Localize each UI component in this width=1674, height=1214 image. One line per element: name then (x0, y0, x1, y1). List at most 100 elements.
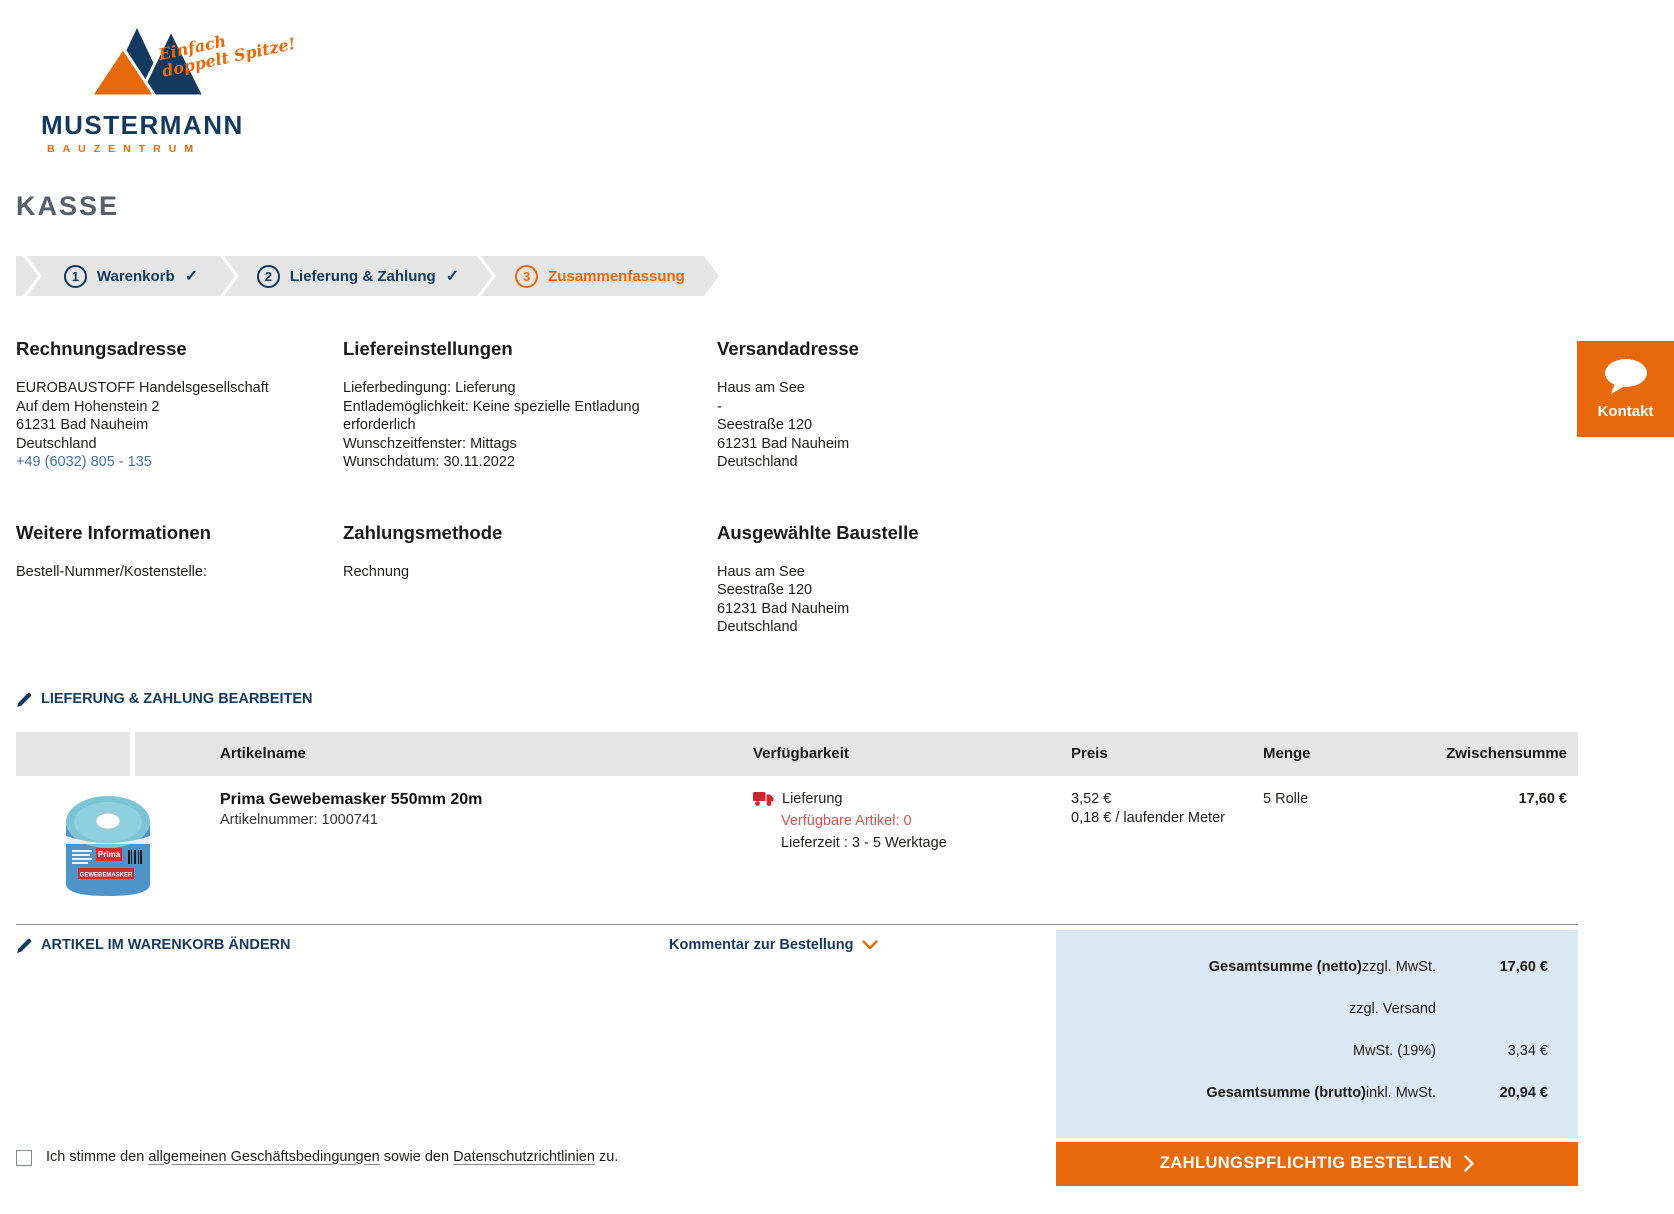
step-zusammenfassung[interactable]: 3 Zusammenfassung (481, 256, 719, 296)
shipping-name: Haus am See (717, 380, 805, 396)
billing-street: Auf dem Hohenstein 2 (16, 398, 160, 415)
section-construction-site: Ausgewählte Baustelle Haus am See Seestr… (717, 522, 1157, 637)
section-title: Liefereinstellungen (343, 338, 513, 359)
site-street: Seestraße 120 (717, 582, 813, 598)
section-payment-method: Zahlungsmethode Rechnung (343, 522, 717, 637)
payment-method-value: Rechnung (343, 563, 410, 580)
billing-phone-link[interactable]: +49 (6032) 805 - 135 (16, 454, 152, 470)
order-summary-box: Gesamtsumme (netto) zzgl. MwSt. 17,60 € … (1056, 929, 1578, 1138)
svg-text:GEWEBEMASKER: GEWEBEMASKER (80, 872, 133, 878)
section-title: Ausgewählte Baustelle (717, 521, 919, 543)
shipping-street: Seestraße 120 (717, 417, 813, 433)
terms-link-privacy[interactable]: Datenschutzrichtlinien (453, 1148, 595, 1165)
pencil-icon (17, 938, 32, 953)
contact-tab-label: Kontakt (1597, 403, 1654, 420)
step-warenkorb[interactable]: 1 Warenkorb (27, 256, 235, 296)
checkout-page: Einfach doppelt Spitze! MUSTERMANN BAUZE… (16, 26, 1578, 1203)
billing-country: Deutschland (16, 435, 97, 452)
section-title: Rechnungsadresse (16, 338, 187, 359)
terms-prefix: Ich stimme den (46, 1148, 149, 1165)
summary-row-versand: zzgl. Versand (1056, 988, 1548, 1030)
product-price-per-unit: 0,18 € / laufender Meter (1071, 809, 1225, 826)
header-zwischensumme: Zwischensumme (1446, 745, 1567, 762)
availability-lead-time: Lieferzeit : 3 - 5 Werktage (781, 834, 947, 851)
summary-value: 17,60 € (1499, 958, 1548, 975)
shipping-extra: - (717, 398, 722, 415)
summary-label: zzgl. MwSt. (1361, 958, 1436, 975)
contact-tab[interactable]: Kontakt (1577, 341, 1674, 437)
shipping-country: Deutschland (717, 454, 798, 470)
edit-link-label: LIEFERUNG & ZAHLUNG BEARBEITEN (41, 691, 313, 707)
terms-checkbox[interactable] (16, 1149, 32, 1166)
check-icon (446, 266, 459, 286)
summary-label-bold: Gesamtsumme (netto) (1208, 958, 1362, 975)
chevron-right-icon (1464, 1155, 1474, 1172)
order-info-grid: Rechnungsadresse EUROBAUSTOFF Handelsges… (16, 338, 1578, 637)
summary-label: zzgl. Versand (1348, 1000, 1436, 1017)
brand-subtitle: BAUZENTRUM (47, 143, 202, 155)
order-bottom-area: ARTIKEL IM WARENKORB ÄNDERN Kommentar zu… (16, 925, 1578, 1203)
section-billing-address: Rechnungsadresse EUROBAUSTOFF Handelsges… (16, 338, 343, 472)
product-name[interactable]: Prima Gewebemasker 550mm 20m (220, 790, 483, 808)
header-gap (130, 731, 135, 776)
summary-value: 3,34 € (1507, 1042, 1548, 1059)
edit-cart-label: ARTIKEL IM WARENKORB ÄNDERN (41, 937, 291, 953)
section-title: Versandadresse (717, 338, 859, 359)
product-image-cell: Prima GEWEBEMASKER (16, 782, 204, 914)
billing-city: 61231 Bad Nauheim (16, 417, 149, 433)
check-icon (185, 266, 198, 286)
company-logo[interactable]: Einfach doppelt Spitze! MUSTERMANN BAUZE… (41, 26, 297, 155)
step-label: Zusammenfassung (548, 267, 685, 285)
terms-text: Ich stimme den allgemeinen Geschäftsbedi… (46, 1149, 618, 1165)
header-preis: Preis (1071, 745, 1108, 762)
svg-text:Prima: Prima (98, 850, 121, 859)
truck-icon (753, 792, 774, 806)
step-label: Warenkorb (96, 267, 175, 285)
site-name: Haus am See (717, 563, 805, 580)
pencil-icon (17, 692, 32, 707)
logo-art: Einfach doppelt Spitze! (41, 26, 297, 108)
availability-stock: Verfügbare Artikel: 0 (781, 812, 912, 829)
terms-row: Ich stimme den allgemeinen Geschäftsbedi… (16, 1149, 618, 1166)
product-subtotal: 17,60 € (1518, 790, 1567, 807)
summary-row-mwst: MwSt. (19%) 3,34 € (1056, 1030, 1548, 1072)
terms-middle: sowie den (379, 1148, 454, 1165)
site-city: 61231 Bad Nauheim (717, 600, 850, 617)
quantity-cell: 5 Rolle (1247, 782, 1397, 914)
product-name-cell: Prima Gewebemasker 550mm 20m Artikelnumm… (204, 782, 737, 914)
step-number: 2 (257, 265, 280, 288)
section-title: Weitere Informationen (16, 521, 211, 543)
availability-cell: Lieferung Verfügbare Artikel: 0 Lieferze… (737, 782, 1055, 914)
section-shipping-address: Versandadresse Haus am See - Seestraße 1… (717, 338, 1157, 472)
speech-bubble-icon (1604, 359, 1647, 394)
product-quantity: 5 Rolle (1263, 790, 1309, 807)
order-comment-toggle[interactable]: Kommentar zur Bestellung (669, 937, 878, 953)
checkout-stepper: 1 Warenkorb 2 Lieferung & Zahlung 3 Zusa… (16, 256, 1578, 296)
mountains-icon (93, 26, 205, 98)
summary-label: inkl. MwSt. (1365, 1084, 1436, 1101)
step-number: 3 (515, 265, 538, 288)
step-lieferung-zahlung[interactable]: 2 Lieferung & Zahlung (224, 256, 492, 296)
subtotal-cell: 17,60 € (1397, 782, 1578, 914)
brand-name: MUSTERMANN (41, 110, 244, 140)
site-country: Deutschland (717, 619, 798, 635)
order-submit-button[interactable]: ZAHLUNGSPFLICHTIG BESTELLEN (1056, 1141, 1578, 1186)
terms-link-agb[interactable]: allgemeinen Geschäftsbedingungen (148, 1148, 380, 1165)
step-label: Lieferung & Zahlung (289, 267, 436, 285)
section-title: Zahlungsmethode (343, 521, 503, 543)
header-verfuegbarkeit: Verfügbarkeit (753, 745, 849, 762)
product-article-number: Artikelnummer: 1000741 (220, 811, 378, 828)
time-window: Wunschzeitfenster: Mittags (343, 435, 517, 452)
edit-cart-link[interactable]: ARTIKEL IM WARENKORB ÄNDERN (16, 937, 290, 954)
summary-label-bold: Gesamtsumme (brutto) (1206, 1084, 1366, 1101)
header-artikelname: Artikelname (220, 745, 306, 762)
cart-table-header: Artikelname Verfügbarkeit Preis Menge Zw… (16, 731, 1578, 776)
summary-value: 20,94 € (1499, 1084, 1548, 1101)
summary-row-netto: Gesamtsumme (netto) zzgl. MwSt. 17,60 € (1056, 946, 1548, 988)
edit-delivery-payment-link[interactable]: LIEFERUNG & ZAHLUNG BEARBEITEN (16, 691, 1578, 708)
order-number-label: Bestell-Nummer/Kostenstelle: (16, 563, 207, 580)
section-delivery-settings: Liefereinstellungen Lieferbedingung: Lie… (343, 338, 717, 472)
section-more-info: Weitere Informationen Bestell-Nummer/Kos… (16, 522, 343, 637)
summary-row-brutto: Gesamtsumme (brutto) inkl. MwSt. 20,94 € (1056, 1072, 1548, 1114)
product-image[interactable]: Prima GEWEBEMASKER (62, 792, 154, 908)
